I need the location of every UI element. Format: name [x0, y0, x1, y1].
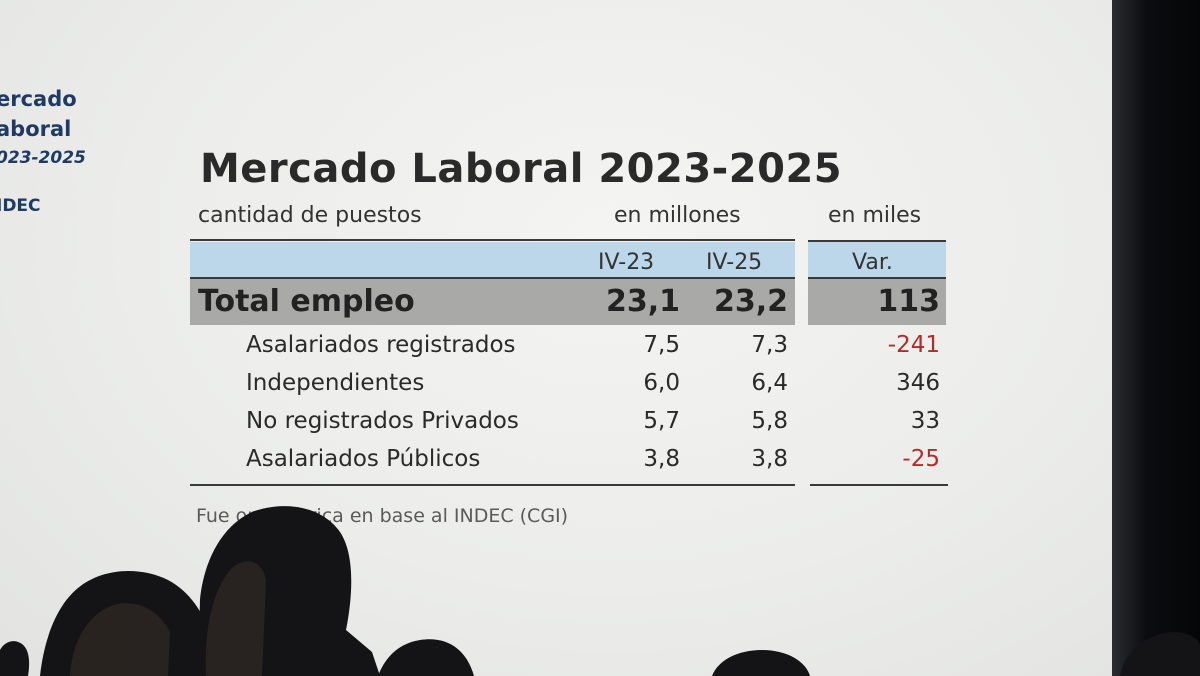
- subtitle-millions: en millones: [614, 203, 741, 228]
- row-var: 346: [896, 370, 940, 396]
- column-header-var: Var.: [852, 250, 893, 275]
- row-iv23: 7,5: [643, 332, 680, 358]
- total-var: 113: [877, 284, 940, 319]
- header-bottom-rule-left: [190, 277, 795, 279]
- row-label: Asalariados registrados: [246, 332, 516, 358]
- row-iv25: 3,8: [751, 446, 788, 472]
- dark-edge: [1112, 0, 1200, 676]
- row-iv23: 5,7: [643, 408, 680, 434]
- column-header-iv23: IV-23: [598, 250, 655, 275]
- row-label: Asalariados Públicos: [246, 446, 481, 472]
- table-top-rule-right: [808, 240, 946, 242]
- header-band-left: [190, 242, 795, 278]
- side-line-3: 023-2025: [0, 148, 86, 168]
- row-iv23: 3,8: [643, 446, 680, 472]
- side-panel: ercado aboral 023-2025 IDEC: [0, 84, 86, 216]
- total-band-left: [190, 279, 795, 325]
- projection-screen: ercado aboral 023-2025 IDEC Mercado Labo…: [0, 0, 1112, 676]
- row-var: 33: [910, 408, 940, 434]
- row-label: Independientes: [246, 370, 425, 396]
- total-iv23: 23,1: [605, 284, 680, 319]
- side-line-2: aboral: [0, 117, 72, 141]
- row-iv23: 6,0: [643, 370, 680, 396]
- source-note: Fue onométrica en base al INDEC (CGI): [196, 505, 569, 527]
- row-var: -241: [887, 332, 940, 358]
- row-iv25: 7,3: [751, 332, 788, 358]
- row-var: -25: [902, 446, 940, 472]
- side-line-1: ercado: [0, 87, 77, 111]
- table-bottom-rule-left: [190, 484, 795, 486]
- total-iv25: 23,2: [713, 284, 788, 319]
- subtitle-thousands: en miles: [828, 203, 922, 228]
- column-header-iv25: IV-25: [706, 250, 763, 275]
- total-label: Total empleo: [198, 284, 415, 319]
- header-band-right: [808, 242, 946, 278]
- row-label: No registrados Privados: [246, 408, 519, 434]
- header-bottom-rule-right: [808, 277, 946, 279]
- slide-title: Mercado Laboral 2023-2025: [200, 146, 843, 192]
- table-top-rule-left: [190, 239, 795, 241]
- table-bottom-rule-right: [810, 484, 948, 486]
- total-band-right: [808, 279, 946, 325]
- row-iv25: 6,4: [751, 370, 788, 396]
- row-iv25: 5,8: [751, 408, 788, 434]
- subtitle-quantity: cantidad de puestos: [198, 203, 422, 228]
- side-line-4: IDEC: [0, 196, 41, 216]
